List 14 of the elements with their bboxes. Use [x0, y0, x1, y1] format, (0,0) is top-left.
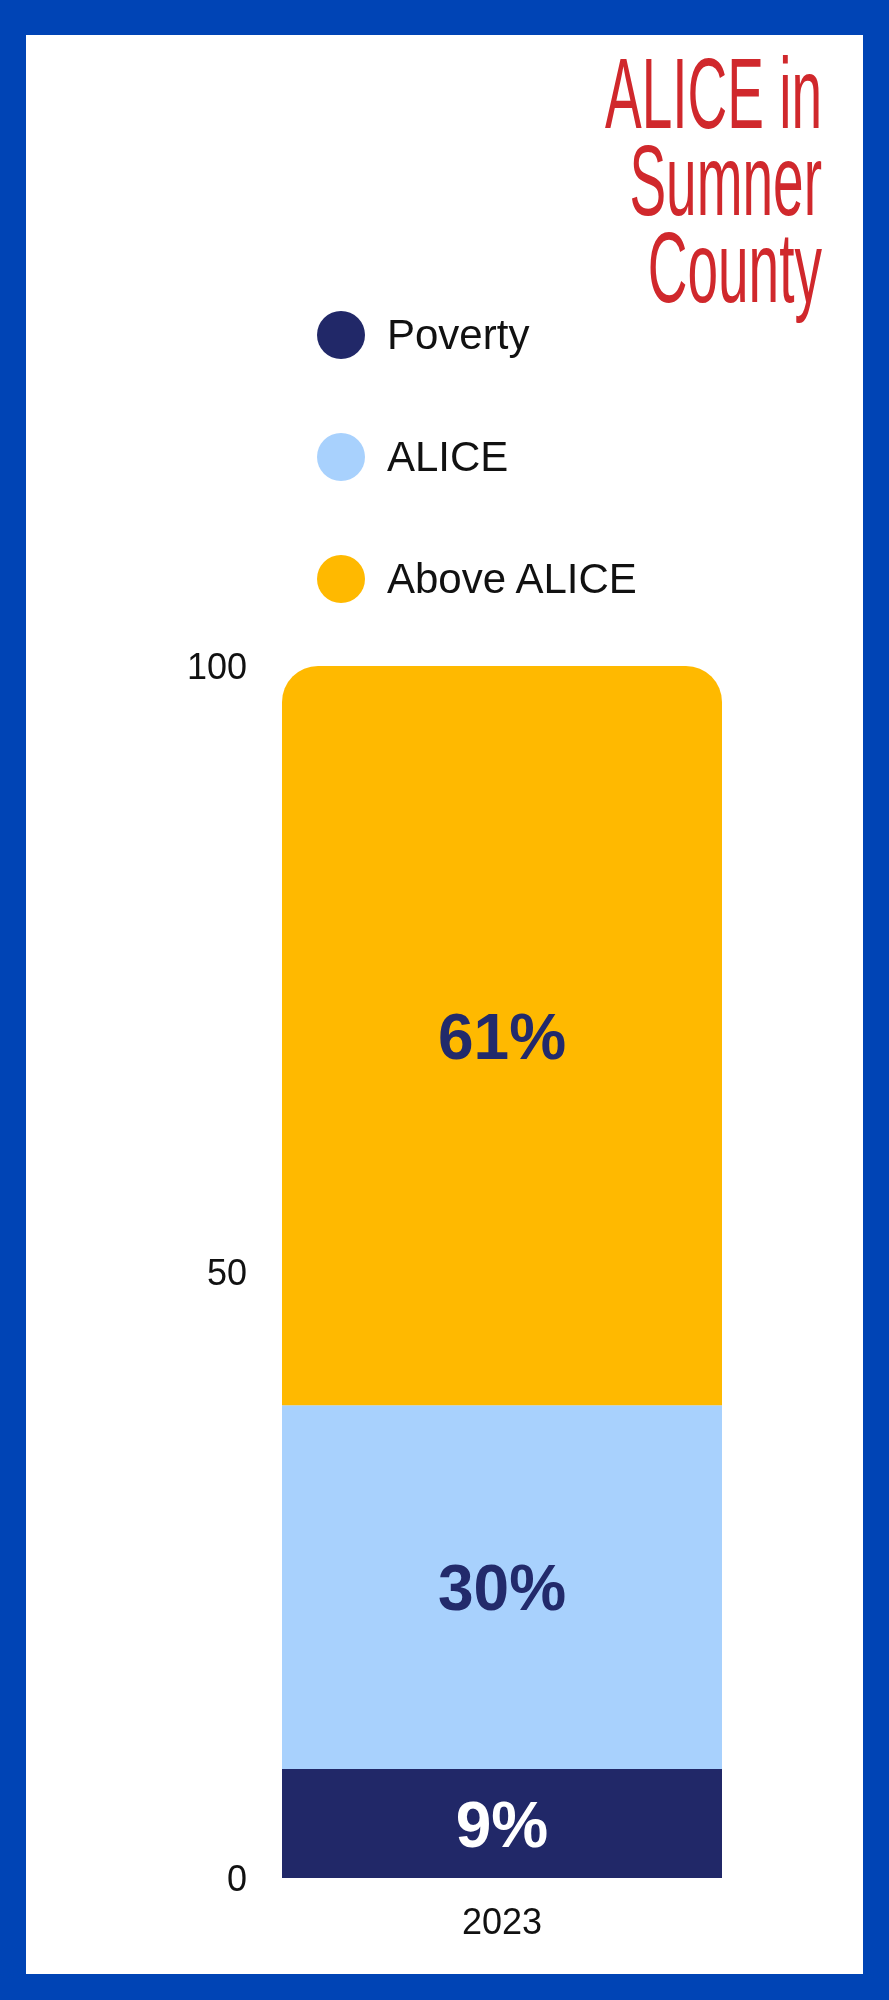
bar: [282, 1405, 722, 1769]
data-label: 9%: [455, 1788, 549, 1861]
data-label: 30%: [437, 1552, 567, 1625]
legend-label: Poverty: [387, 311, 530, 359]
bar: [282, 666, 722, 1406]
y-tick-label: 50: [206, 1251, 247, 1293]
chart-title: ALICE in Sumner County: [603, 37, 822, 323]
bar: [282, 1768, 722, 1878]
y-tick-label: 100: [186, 645, 247, 687]
y-tick-label: 0: [226, 1857, 247, 1899]
data-label: 61%: [437, 1000, 567, 1073]
legend-label: ALICE: [387, 433, 509, 481]
x-tick-label: 2023: [461, 1900, 543, 1942]
legend-label: Above ALICE: [387, 555, 637, 603]
